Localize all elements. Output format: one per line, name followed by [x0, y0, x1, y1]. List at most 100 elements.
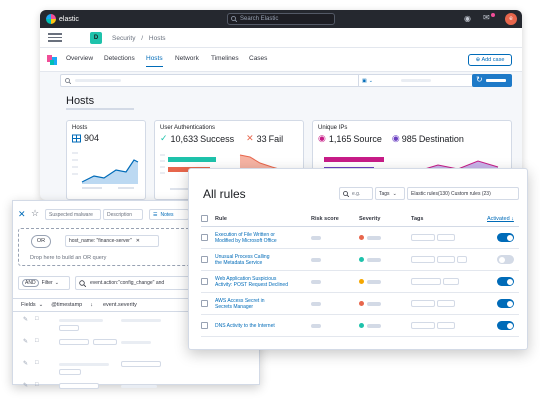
rule-name-link[interactable]: DNS Activity to the Internet: [215, 323, 301, 329]
refresh-button[interactable]: ↻: [472, 74, 512, 87]
timeline-tab-suspected-malware[interactable]: Suspected malware: [45, 209, 101, 220]
timeline-tab-notes[interactable]: ☰ Notes: [149, 209, 189, 220]
query-bar[interactable]: ▣ ⌄: [60, 74, 504, 87]
rule-checkbox[interactable]: [201, 234, 208, 241]
rule-checkbox[interactable]: [201, 256, 208, 263]
row-placeholder: [121, 385, 157, 388]
col-tags[interactable]: Tags: [411, 216, 424, 222]
rule-source-filter[interactable]: Elastic rules(130) Custom rules (23): [407, 187, 519, 200]
comment-icon[interactable]: □: [35, 338, 39, 344]
tab-overview[interactable]: Overview: [66, 55, 94, 62]
risk-score-bar: [311, 258, 321, 262]
auth-counts-row: ✓ 10,633 Success ✕ 33 Fail: [160, 133, 283, 144]
tag-chip[interactable]: [411, 300, 435, 307]
rule-row[interactable]: DNS Activity to the Internet: [201, 315, 519, 337]
tag-chip[interactable]: [411, 256, 435, 263]
tag-chip[interactable]: [437, 256, 455, 263]
rule-name-link[interactable]: Execution of File Written or Modified by …: [215, 232, 301, 244]
elastic-logo-icon[interactable]: [46, 14, 56, 24]
tab-hosts[interactable]: Hosts: [146, 55, 163, 67]
notes-icon: ☰: [153, 211, 158, 218]
add-case-button[interactable]: ⊕ Add case: [468, 54, 512, 66]
rule-activated-toggle[interactable]: [497, 255, 514, 264]
comment-icon[interactable]: □: [35, 316, 39, 322]
star-icon[interactable]: ☆: [31, 208, 40, 218]
row-placeholder: [59, 383, 99, 389]
rule-checkbox[interactable]: [201, 300, 208, 307]
global-search-input[interactable]: Search Elastic: [227, 13, 335, 25]
close-icon[interactable]: ✕: [18, 209, 26, 219]
rule-activated-toggle[interactable]: [497, 233, 514, 242]
rule-name-link[interactable]: AWS Access Secret in Secrets Manager: [215, 298, 301, 310]
tag-chip[interactable]: [443, 278, 459, 285]
filter-group[interactable]: AND Filter ⌄: [18, 276, 70, 290]
breadcrumb-security[interactable]: Security: [112, 35, 136, 42]
pin-icon[interactable]: ✎: [23, 317, 29, 323]
calendar-icon: ▣: [362, 77, 367, 84]
sort-down-icon[interactable]: ↓: [90, 302, 93, 308]
severity-dot: [359, 235, 364, 240]
col-rule[interactable]: Rule: [215, 216, 227, 222]
rule-checkbox[interactable]: [201, 322, 208, 329]
severity-dot: [359, 323, 364, 328]
help-icon[interactable]: ◉: [464, 14, 471, 23]
hosts-icon: [72, 134, 81, 142]
search-placeholder: Search Elastic: [240, 16, 279, 22]
user-avatar[interactable]: e: [505, 13, 517, 25]
comment-icon[interactable]: □: [35, 382, 39, 388]
rule-activated-toggle[interactable]: [497, 277, 514, 286]
rule-checkbox[interactable]: [201, 278, 208, 285]
row-placeholder: [121, 341, 151, 344]
tag-chip[interactable]: [457, 256, 467, 263]
notifications-icon[interactable]: ✉: [483, 13, 490, 22]
table-row[interactable]: ✎ □: [13, 380, 261, 398]
tag-chip[interactable]: [411, 234, 435, 241]
space-avatar[interactable]: D: [90, 32, 102, 44]
query-chip[interactable]: host_name: "finance-server" ✕: [65, 235, 159, 247]
col-activated[interactable]: Activated ↓: [487, 216, 514, 222]
rule-name-line: Secrets Manager: [215, 304, 254, 310]
col-risk-score[interactable]: Risk score: [311, 216, 339, 222]
pin-icon[interactable]: ✎: [23, 361, 29, 367]
menu-icon[interactable]: [48, 31, 62, 43]
col-timestamp[interactable]: @timestamp: [51, 302, 83, 308]
table-row[interactable]: ✎ □: [13, 314, 261, 332]
tab-timelines[interactable]: Timelines: [211, 55, 239, 62]
tag-chip[interactable]: [437, 322, 455, 329]
tab-detections[interactable]: Detections: [104, 55, 135, 62]
pin-icon[interactable]: ✎: [23, 339, 29, 345]
timeline-tab-description[interactable]: Description: [103, 209, 143, 220]
rule-row[interactable]: Web Application Suspicious Activity: POST…: [201, 271, 519, 293]
date-quick-select[interactable]: ▣ ⌄: [358, 75, 394, 86]
table-row[interactable]: ✎ □: [13, 358, 261, 376]
tag-chip[interactable]: [437, 234, 455, 241]
col-event-severity[interactable]: event.severity: [102, 302, 137, 308]
ips-dest-count: 985: [401, 133, 417, 144]
tag-chip[interactable]: [437, 300, 455, 307]
rule-activated-toggle[interactable]: [497, 299, 514, 308]
select-all-checkbox[interactable]: [201, 215, 208, 222]
tab-network[interactable]: Network: [175, 55, 199, 62]
cross-icon: ✕: [246, 133, 254, 143]
rule-row[interactable]: Execution of File Written or Modified by …: [201, 227, 519, 249]
comment-icon[interactable]: □: [35, 360, 39, 366]
tag-chip[interactable]: [411, 278, 441, 285]
tab-cases[interactable]: Cases: [249, 55, 268, 62]
rule-activated-toggle[interactable]: [497, 321, 514, 330]
rules-search-input[interactable]: e.g.: [339, 187, 373, 200]
tags-filter-button[interactable]: Tags ⌄: [375, 187, 405, 200]
date-range-bar: [401, 79, 431, 82]
rule-row[interactable]: AWS Access Secret in Secrets Manager: [201, 293, 519, 315]
rule-name-link[interactable]: Web Application Suspicious Activity: POST…: [215, 276, 301, 288]
breadcrumb-hosts[interactable]: Hosts: [148, 35, 166, 42]
col-severity[interactable]: Severity: [359, 216, 381, 222]
table-row[interactable]: ✎ □: [13, 336, 261, 354]
or-badge: OR: [31, 235, 51, 248]
pin-icon[interactable]: ✎: [23, 383, 29, 389]
rule-name-link[interactable]: Unusual Process Calling the Metadata Serv…: [215, 254, 301, 266]
tag-chip[interactable]: [411, 322, 435, 329]
remove-chip-icon[interactable]: ✕: [135, 238, 140, 244]
search-icon: [79, 279, 86, 287]
col-fields[interactable]: Fields: [21, 302, 36, 308]
rule-row[interactable]: Unusual Process Calling the Metadata Serv…: [201, 249, 519, 271]
